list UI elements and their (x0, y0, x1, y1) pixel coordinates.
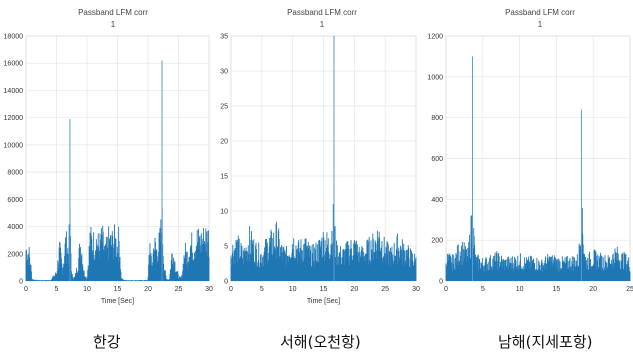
y-tick-label-0-1: 2000 (7, 251, 23, 258)
y-tick-label-2-6: 1200 (427, 34, 443, 41)
x-tick-label-0-3: 15 (114, 286, 122, 293)
series-2 (445, 56, 631, 281)
x-tick-label-2-1: 5 (481, 286, 485, 293)
y-tick-label-1-3: 15 (220, 174, 228, 181)
x-tick-label-0-1: 5 (55, 286, 59, 293)
x-tick-label-0-6: 30 (205, 286, 213, 293)
y-tick-label-1-6: 30 (220, 69, 228, 76)
y-tick-label-1-4: 20 (220, 139, 228, 146)
y-tick-label-0-9: 18000 (4, 34, 24, 41)
y-tick-label-2-3: 600 (431, 156, 443, 163)
y-tick-label-1-0: 0 (224, 279, 228, 286)
y-tick-label-1-2: 10 (220, 209, 228, 216)
y-tick-label-2-0: 0 (439, 279, 443, 286)
x-tick-label-1-1: 5 (260, 286, 264, 293)
x-tick-label-2-0: 0 (444, 286, 448, 293)
y-tick-label-1-7: 35 (220, 34, 228, 41)
x-tick-label-2-5: 25 (626, 286, 633, 293)
x-axis-label-0: Time [Sec] (101, 298, 134, 305)
series-0 (25, 60, 210, 281)
x-tick-label-1-0: 0 (229, 286, 233, 293)
x-tick-label-2-4: 20 (589, 286, 597, 293)
x-tick-label-1-2: 10 (289, 286, 297, 293)
chart-title-0: Passband LFM corr (78, 8, 148, 17)
chart-subtitle-0: 1 (111, 20, 116, 29)
y-tick-label-0-5: 10000 (4, 142, 24, 149)
chart-subtitle-2: 1 (538, 20, 543, 29)
caption-hangang: 한강 (93, 333, 121, 351)
x-tick-label-1-4: 20 (350, 286, 358, 293)
y-tick-label-0-6: 12000 (4, 115, 24, 122)
x-tick-label-1-6: 30 (412, 286, 420, 293)
y-tick-label-2-2: 400 (431, 197, 443, 204)
series-1 (230, 36, 417, 281)
x-tick-label-2-3: 15 (553, 286, 561, 293)
caption-south-sea: 남해(지세포항) (498, 333, 593, 351)
y-tick-label-2-5: 1000 (427, 74, 443, 81)
y-tick-label-1-5: 25 (220, 104, 228, 111)
caption-west-sea: 서해(오천항) (280, 333, 361, 351)
y-tick-label-2-4: 800 (431, 115, 443, 122)
x-tick-label-0-2: 10 (83, 286, 91, 293)
x-tick-label-2-2: 10 (516, 286, 524, 293)
x-tick-label-0-4: 20 (144, 286, 152, 293)
chart-title-1: Passband LFM corr (287, 8, 357, 17)
y-tick-label-0-2: 4000 (7, 224, 23, 231)
y-tick-label-1-1: 5 (224, 244, 228, 251)
x-tick-label-0-5: 25 (175, 286, 183, 293)
chart-title-2: Passband LFM corr (505, 8, 575, 17)
x-axis-label-1: Time [Sec] (307, 298, 340, 305)
x-tick-label-1-3: 15 (320, 286, 328, 293)
x-tick-label-0-0: 0 (24, 286, 28, 293)
y-tick-label-0-7: 14000 (4, 88, 24, 95)
y-tick-label-2-1: 200 (431, 238, 443, 245)
x-tick-label-1-5: 25 (381, 286, 389, 293)
chart-subtitle-1: 1 (320, 20, 325, 29)
y-tick-label-0-4: 8000 (7, 170, 23, 177)
y-tick-label-0-0: 0 (19, 279, 23, 286)
y-tick-label-0-8: 16000 (4, 61, 24, 68)
y-tick-label-0-3: 6000 (7, 197, 23, 204)
